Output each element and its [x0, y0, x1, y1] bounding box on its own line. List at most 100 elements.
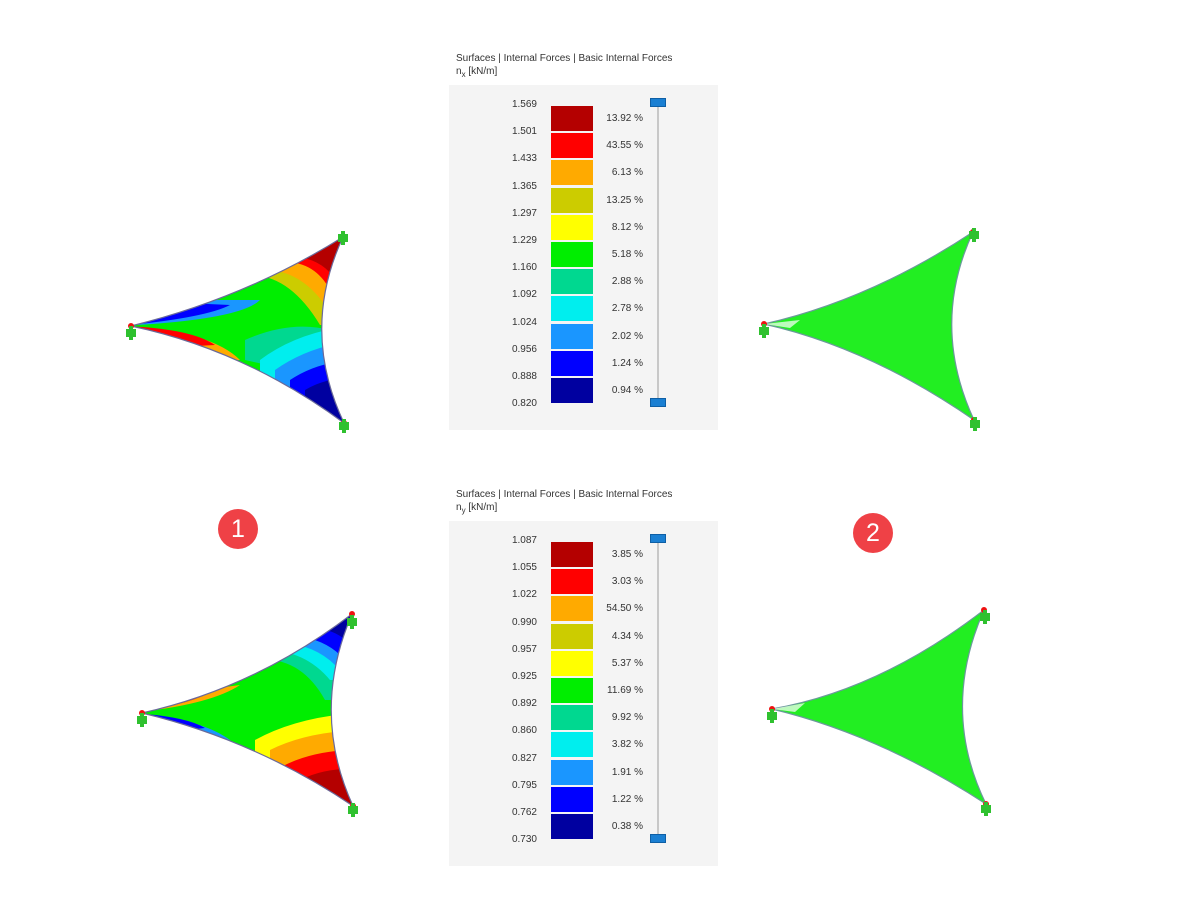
legend-header-ny: Surfaces | Internal Forces | Basic Inter…: [456, 488, 672, 517]
scale-color-swatch: [551, 596, 593, 622]
membrane-uniform-bottom: [771, 609, 988, 806]
scale-color-swatch: [551, 814, 593, 839]
scale-value: 0.888: [511, 371, 537, 382]
quantity-symbol: n: [456, 502, 462, 513]
scale-percent: 3.03 %: [611, 576, 643, 588]
range-slider-min-handle[interactable]: [650, 834, 666, 843]
scale-value: 1.160: [511, 262, 537, 274]
membrane-uniform-top: [763, 230, 976, 422]
scale-value: 0.990: [511, 616, 537, 628]
scale-value: 1.022: [511, 589, 537, 601]
scale-color-swatch: [551, 323, 593, 349]
membrane-edge-highlight: [772, 703, 805, 712]
legend-title: Surfaces | Internal Forces | Basic Inter…: [456, 53, 673, 64]
scale-color-swatch: [551, 623, 593, 649]
membrane-outline: [130, 235, 345, 424]
scale-color-swatch: [551, 160, 593, 186]
scale-percent: 0.94 %: [611, 385, 643, 396]
scale-color-swatch: [551, 732, 593, 758]
range-slider-track[interactable]: [657, 539, 659, 839]
membrane-edge-highlight: [764, 320, 800, 328]
legend-title: Surfaces | Internal Forces | Basic Inter…: [456, 489, 673, 500]
scale-value: 1.297: [511, 207, 537, 219]
scale-percent: 1.91 %: [611, 766, 643, 778]
scale-percent: 11.69 %: [607, 685, 643, 696]
scale-value: 1.569: [511, 99, 537, 110]
range-slider-track[interactable]: [657, 103, 659, 403]
scale-value: 1.087: [511, 535, 537, 546]
scale-value: 0.957: [511, 643, 537, 655]
scale-color-swatch: [551, 350, 593, 376]
scale-color-swatch: [551, 242, 593, 267]
scale-color-swatch: [551, 759, 593, 785]
scale-value: 1.092: [511, 289, 537, 301]
quantity-unit: [kN/m]: [468, 502, 498, 513]
scale-color-swatch: [551, 187, 593, 213]
scale-percent: 0.38 %: [611, 821, 643, 832]
scale-percent: 43.55 %: [606, 140, 643, 152]
support-icon: [767, 610, 991, 816]
scale-color-swatch: [551, 786, 593, 812]
scale-percent: 5.18 %: [611, 249, 643, 260]
scale-color-swatch: [551, 106, 593, 131]
quantity-symbol: n: [456, 66, 462, 77]
scale-color-swatch: [551, 542, 593, 567]
scale-value: 0.956: [511, 343, 537, 355]
scale-percent: 6.13 %: [611, 167, 643, 179]
marker-1: 1: [218, 509, 258, 549]
membrane-ny-contour: [142, 614, 353, 806]
scale-percent: 3.85 %: [611, 549, 643, 560]
scale-color-swatch: [551, 569, 593, 595]
range-slider-min-handle[interactable]: [650, 398, 666, 407]
scale-percent: 2.78 %: [611, 303, 643, 315]
scale-value: 0.925: [511, 671, 537, 682]
scale-percent: 1.22 %: [611, 793, 643, 805]
support-icon: [126, 231, 349, 433]
color-scale-panel-nx: 1.569 1.501 1.433 1.365 1.297 1.229 1.160 1.092…: [449, 85, 718, 430]
range-slider-max-handle[interactable]: [650, 534, 666, 543]
scale-value: 1.501: [511, 126, 537, 138]
scale-value: 1.024: [511, 316, 537, 328]
scale-color-swatch: [551, 705, 593, 731]
range-slider-max-handle[interactable]: [650, 98, 666, 107]
legend-header-nx: Surfaces | Internal Forces | Basic Inter…: [456, 52, 672, 81]
support-icon: [137, 615, 358, 817]
scale-percent: 5.37 %: [611, 657, 643, 669]
legend-quantity: ny [kN/m]: [456, 501, 672, 517]
membrane-outline: [141, 612, 355, 808]
scale-value: 0.860: [511, 725, 537, 737]
marker-2: 2: [853, 513, 893, 553]
scale-value: 0.730: [511, 834, 537, 846]
scale-color-swatch: [551, 214, 593, 240]
scale-color-swatch: [551, 650, 593, 676]
scale-value: 1.365: [511, 180, 537, 192]
scale-percent: 13.25 %: [606, 194, 643, 206]
scale-color-swatch: [551, 378, 593, 403]
support-icon: [759, 228, 980, 431]
scale-value: 0.827: [511, 752, 537, 764]
scale-value: 0.795: [511, 779, 537, 791]
scale-color-swatch: [551, 269, 593, 295]
scale-percent: 54.50 %: [606, 603, 643, 615]
quantity-subscript: x: [461, 70, 466, 79]
color-scale-panel-ny: 1.087 1.055 1.022 0.990 0.957 0.925 0.892 0.860…: [449, 521, 718, 866]
scale-percent: 8.12 %: [611, 221, 643, 233]
scale-value: 1.055: [511, 562, 537, 574]
legend-quantity: nx [kN/m]: [456, 65, 672, 81]
scale-value: 0.892: [511, 698, 537, 710]
scale-percent: 3.82 %: [611, 739, 643, 751]
scale-percent: 1.24 %: [611, 357, 643, 369]
scale-percent: 4.34 %: [611, 630, 643, 642]
scale-color-swatch: [551, 296, 593, 322]
scale-value: 1.433: [511, 153, 537, 165]
scale-percent: 2.88 %: [611, 276, 643, 288]
contour-band: [300, 237, 344, 280]
scale-percent: 9.92 %: [611, 712, 643, 724]
scale-value: 0.762: [511, 807, 537, 818]
scale-color-swatch: [551, 133, 593, 159]
contour-band: [305, 378, 344, 423]
scale-color-swatch: [551, 678, 593, 703]
scale-percent: 13.92 %: [606, 113, 643, 124]
scale-percent: 2.02 %: [611, 330, 643, 342]
